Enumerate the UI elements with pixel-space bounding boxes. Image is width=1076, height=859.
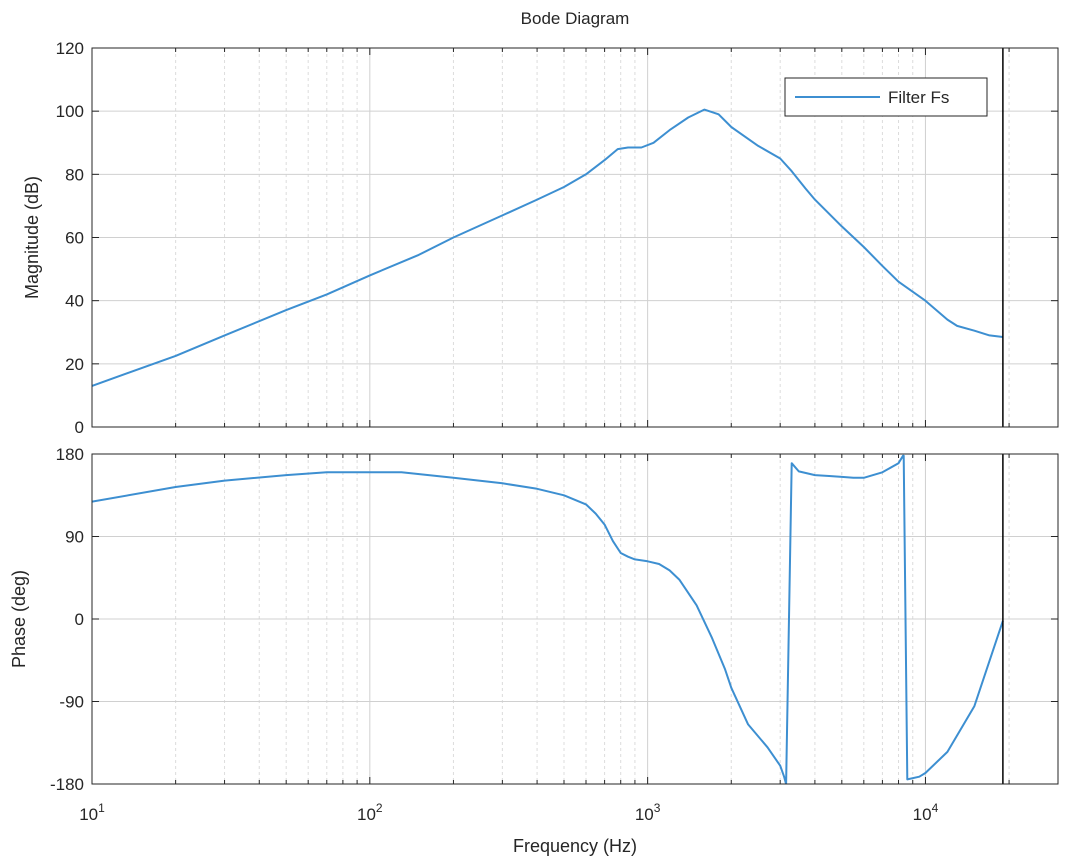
y-tick-label: 0 [75, 610, 84, 629]
y-tick-label: 180 [56, 445, 84, 464]
y-tick-label: 0 [75, 418, 84, 437]
y-tick-label: 90 [65, 528, 84, 547]
axes-box [91, 453, 1059, 785]
x-tick-label: 104 [913, 801, 939, 824]
y-axis-label: Phase (deg) [9, 570, 29, 668]
x-axis-label: Frequency (Hz) [513, 836, 637, 856]
legend: Filter Fs [784, 77, 988, 117]
y-tick-label: 120 [56, 39, 84, 58]
y-tick-label: 80 [65, 165, 84, 184]
magnitude-panel: 0 20 40 60 80 100 120 Magnitude (dB) Filter Fs [22, 39, 1059, 437]
chart-title: Bode Diagram [521, 9, 630, 28]
series-line-magnitude [92, 108, 1004, 387]
phase-panel: -180 -90 0 90 180 Phase (deg) [9, 445, 1059, 794]
y-tick-label: -180 [50, 775, 84, 794]
y-tick-label: -90 [59, 693, 84, 712]
x-tick-label: 103 [635, 801, 661, 824]
legend-entry-label: Filter Fs [888, 88, 949, 107]
y-tick-label: 40 [65, 292, 84, 311]
y-tick-label: 60 [65, 229, 84, 248]
x-tick-label: 101 [79, 801, 105, 824]
axes-box [91, 47, 1059, 428]
y-tick-label: 20 [65, 355, 84, 374]
x-tick-labels: 101 102 103 104 [79, 801, 938, 824]
series-line-phase [92, 454, 1004, 784]
y-tick-label: 100 [56, 102, 84, 121]
y-axis-label: Magnitude (dB) [22, 176, 42, 299]
x-tick-label: 102 [357, 801, 383, 824]
